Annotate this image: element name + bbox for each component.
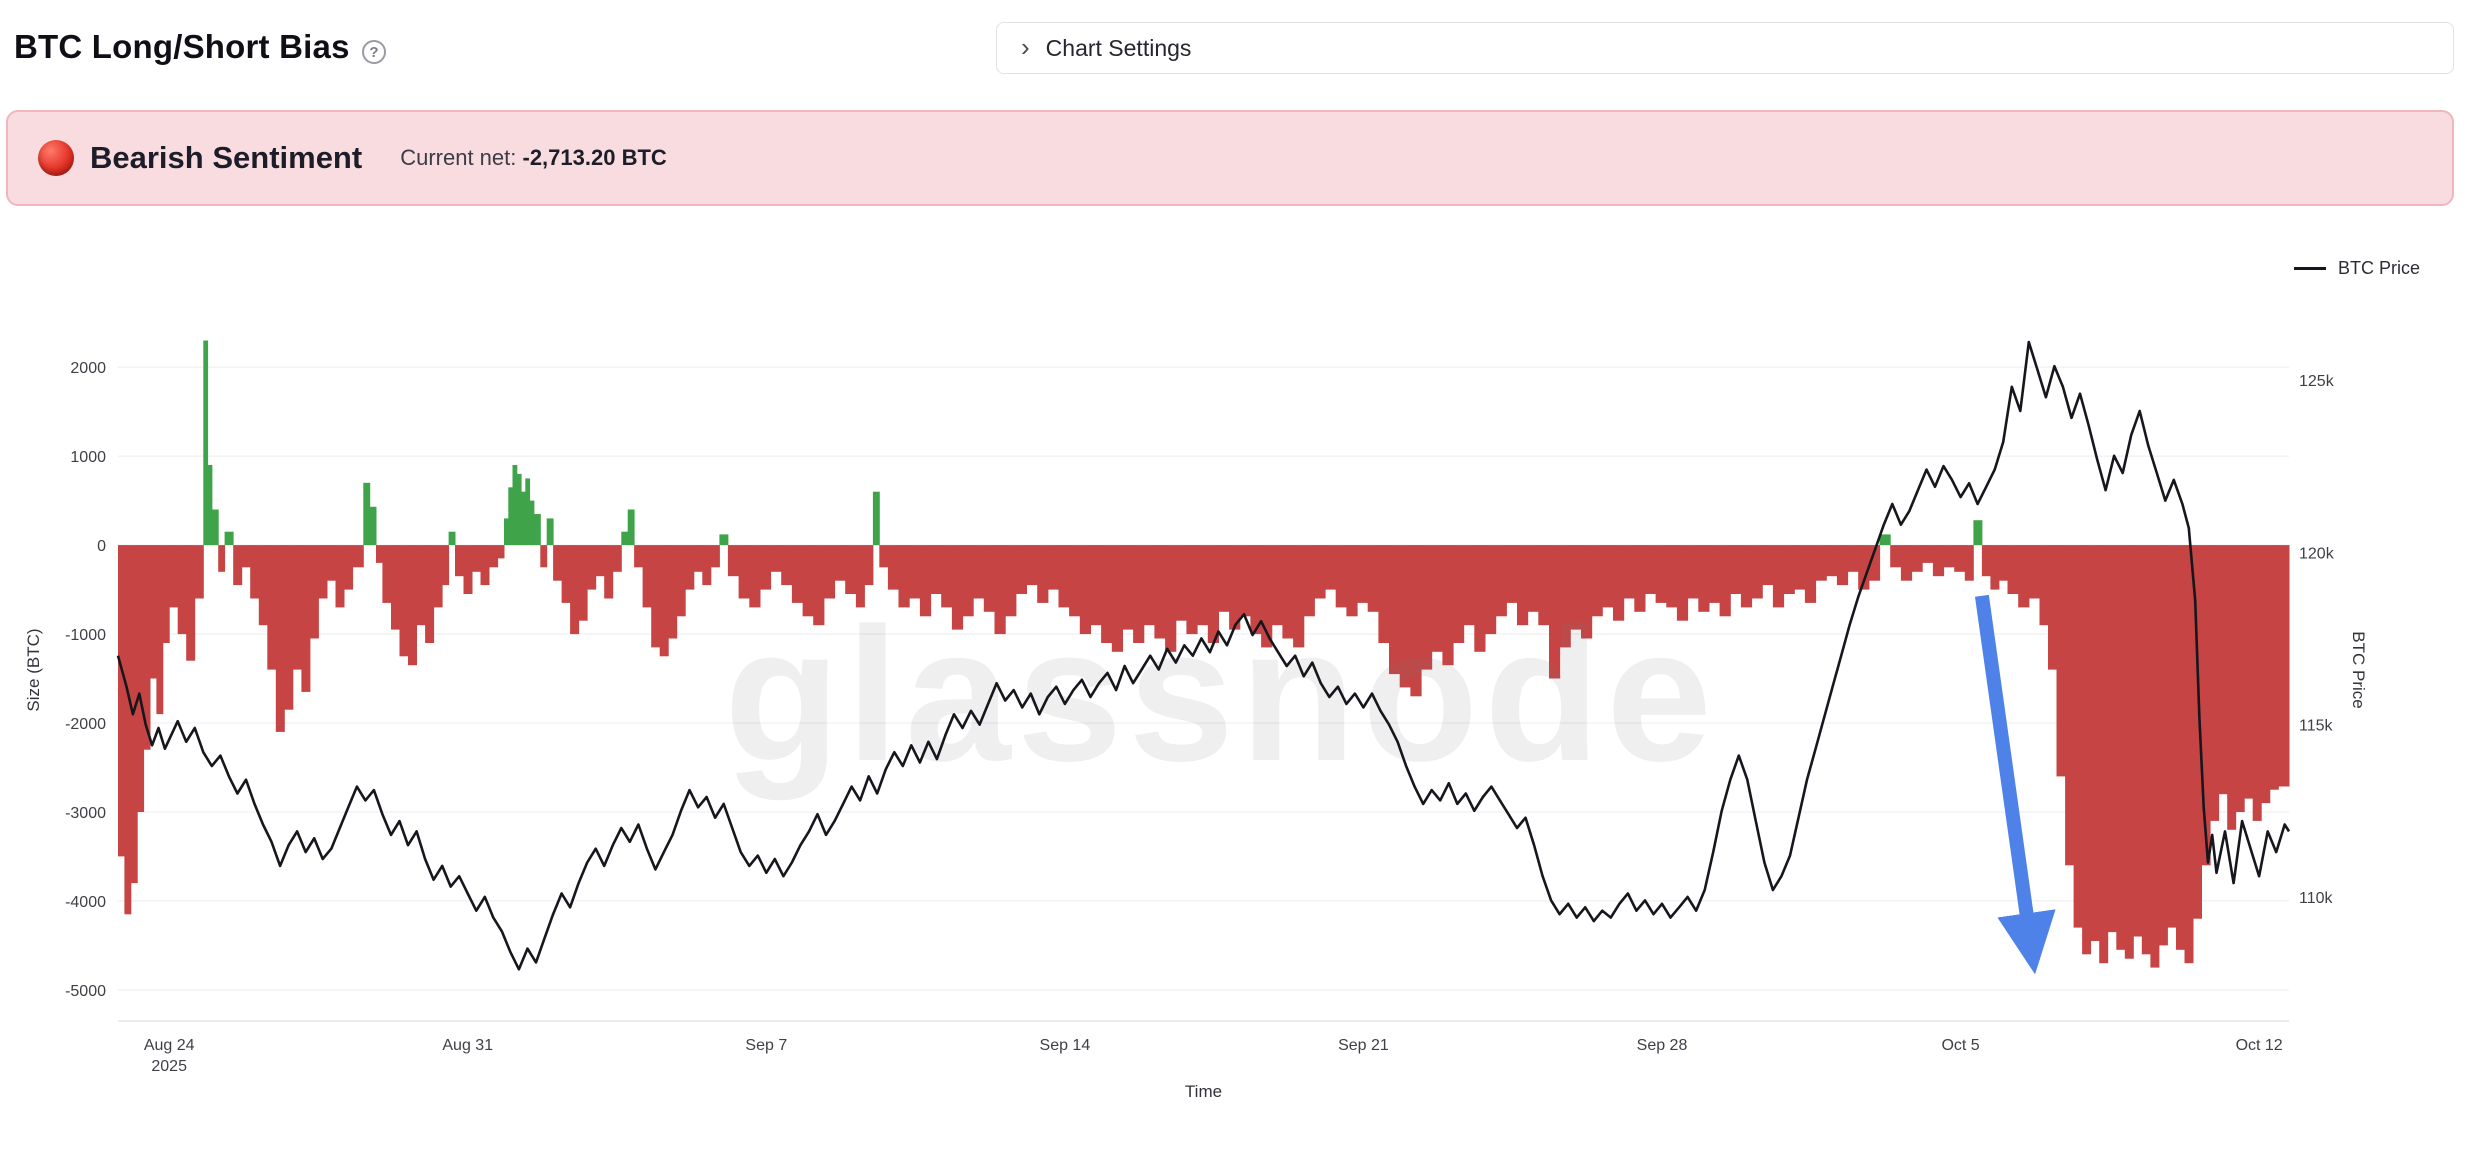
svg-text:1000: 1000 bbox=[70, 449, 106, 466]
svg-text:Sep 14: Sep 14 bbox=[1040, 1037, 1091, 1054]
current-net-value: -2,713.20 BTC bbox=[522, 145, 667, 170]
svg-text:125k: 125k bbox=[2299, 373, 2335, 390]
svg-text:Sep 7: Sep 7 bbox=[745, 1037, 787, 1054]
svg-text:Aug 31: Aug 31 bbox=[442, 1037, 493, 1054]
svg-text:-2000: -2000 bbox=[65, 716, 106, 733]
bearish-indicator-icon bbox=[38, 140, 74, 176]
svg-text:-5000: -5000 bbox=[65, 983, 106, 1000]
svg-text:-3000: -3000 bbox=[65, 805, 106, 822]
chart-region: BTC Price glassnode 2000 1000 0 -1000 -2000 -3… bbox=[0, 240, 2470, 1156]
svg-text:-4000: -4000 bbox=[65, 894, 106, 911]
glassnode-watermark: glassnode bbox=[724, 589, 1718, 801]
page-title: BTC Long/Short Bias bbox=[14, 28, 350, 65]
svg-text:2000: 2000 bbox=[70, 360, 106, 377]
chart-settings-toggle[interactable]: › Chart Settings bbox=[996, 22, 2454, 74]
help-icon[interactable]: ? bbox=[362, 40, 386, 64]
svg-text:Oct 5: Oct 5 bbox=[1941, 1037, 1979, 1054]
svg-text:0: 0 bbox=[97, 538, 106, 555]
current-net-label: Current net: bbox=[400, 145, 517, 170]
sentiment-title: Bearish Sentiment bbox=[90, 140, 363, 175]
axis-tick-labels: 2000 1000 0 -1000 -2000 -3000 -4000 -5000 125k 12… bbox=[65, 360, 2335, 1075]
size-btc-bars bbox=[118, 340, 2290, 968]
y-axis-left-title: Size (BTC) bbox=[24, 628, 43, 712]
svg-text:Sep 21: Sep 21 bbox=[1338, 1037, 1389, 1054]
svg-text:-1000: -1000 bbox=[65, 627, 106, 644]
current-net: Current net: -2,713.20 BTC bbox=[400, 145, 667, 171]
svg-text:Sep 28: Sep 28 bbox=[1637, 1037, 1688, 1054]
price-line-swatch bbox=[2293, 267, 2326, 270]
svg-text:120k: 120k bbox=[2299, 545, 2335, 562]
svg-text:110k: 110k bbox=[2299, 890, 2334, 907]
svg-text:Oct 12: Oct 12 bbox=[2236, 1037, 2283, 1054]
sentiment-banner: Bearish Sentiment Current net: -2,713.20… bbox=[6, 110, 2454, 206]
legend-item-btc-price[interactable]: BTC Price bbox=[2293, 258, 2420, 279]
crash-annotation-arrow bbox=[1974, 594, 2056, 975]
chart-settings-label: Chart Settings bbox=[1045, 34, 1192, 61]
x-axis-title: Time bbox=[1184, 1082, 1223, 1101]
btc-price-line bbox=[116, 340, 2291, 971]
chart-canvas[interactable]: glassnode 2000 1000 0 -1000 -2000 -3000 -4000 -5… bbox=[0, 240, 2470, 1120]
svg-text:115k: 115k bbox=[2299, 718, 2334, 735]
y-axis-right-title: BTC Price bbox=[2349, 631, 2368, 709]
chevron-right-icon: › bbox=[1021, 31, 1030, 62]
legend-label: BTC Price bbox=[2337, 258, 2420, 278]
gridlines bbox=[118, 366, 2289, 1022]
